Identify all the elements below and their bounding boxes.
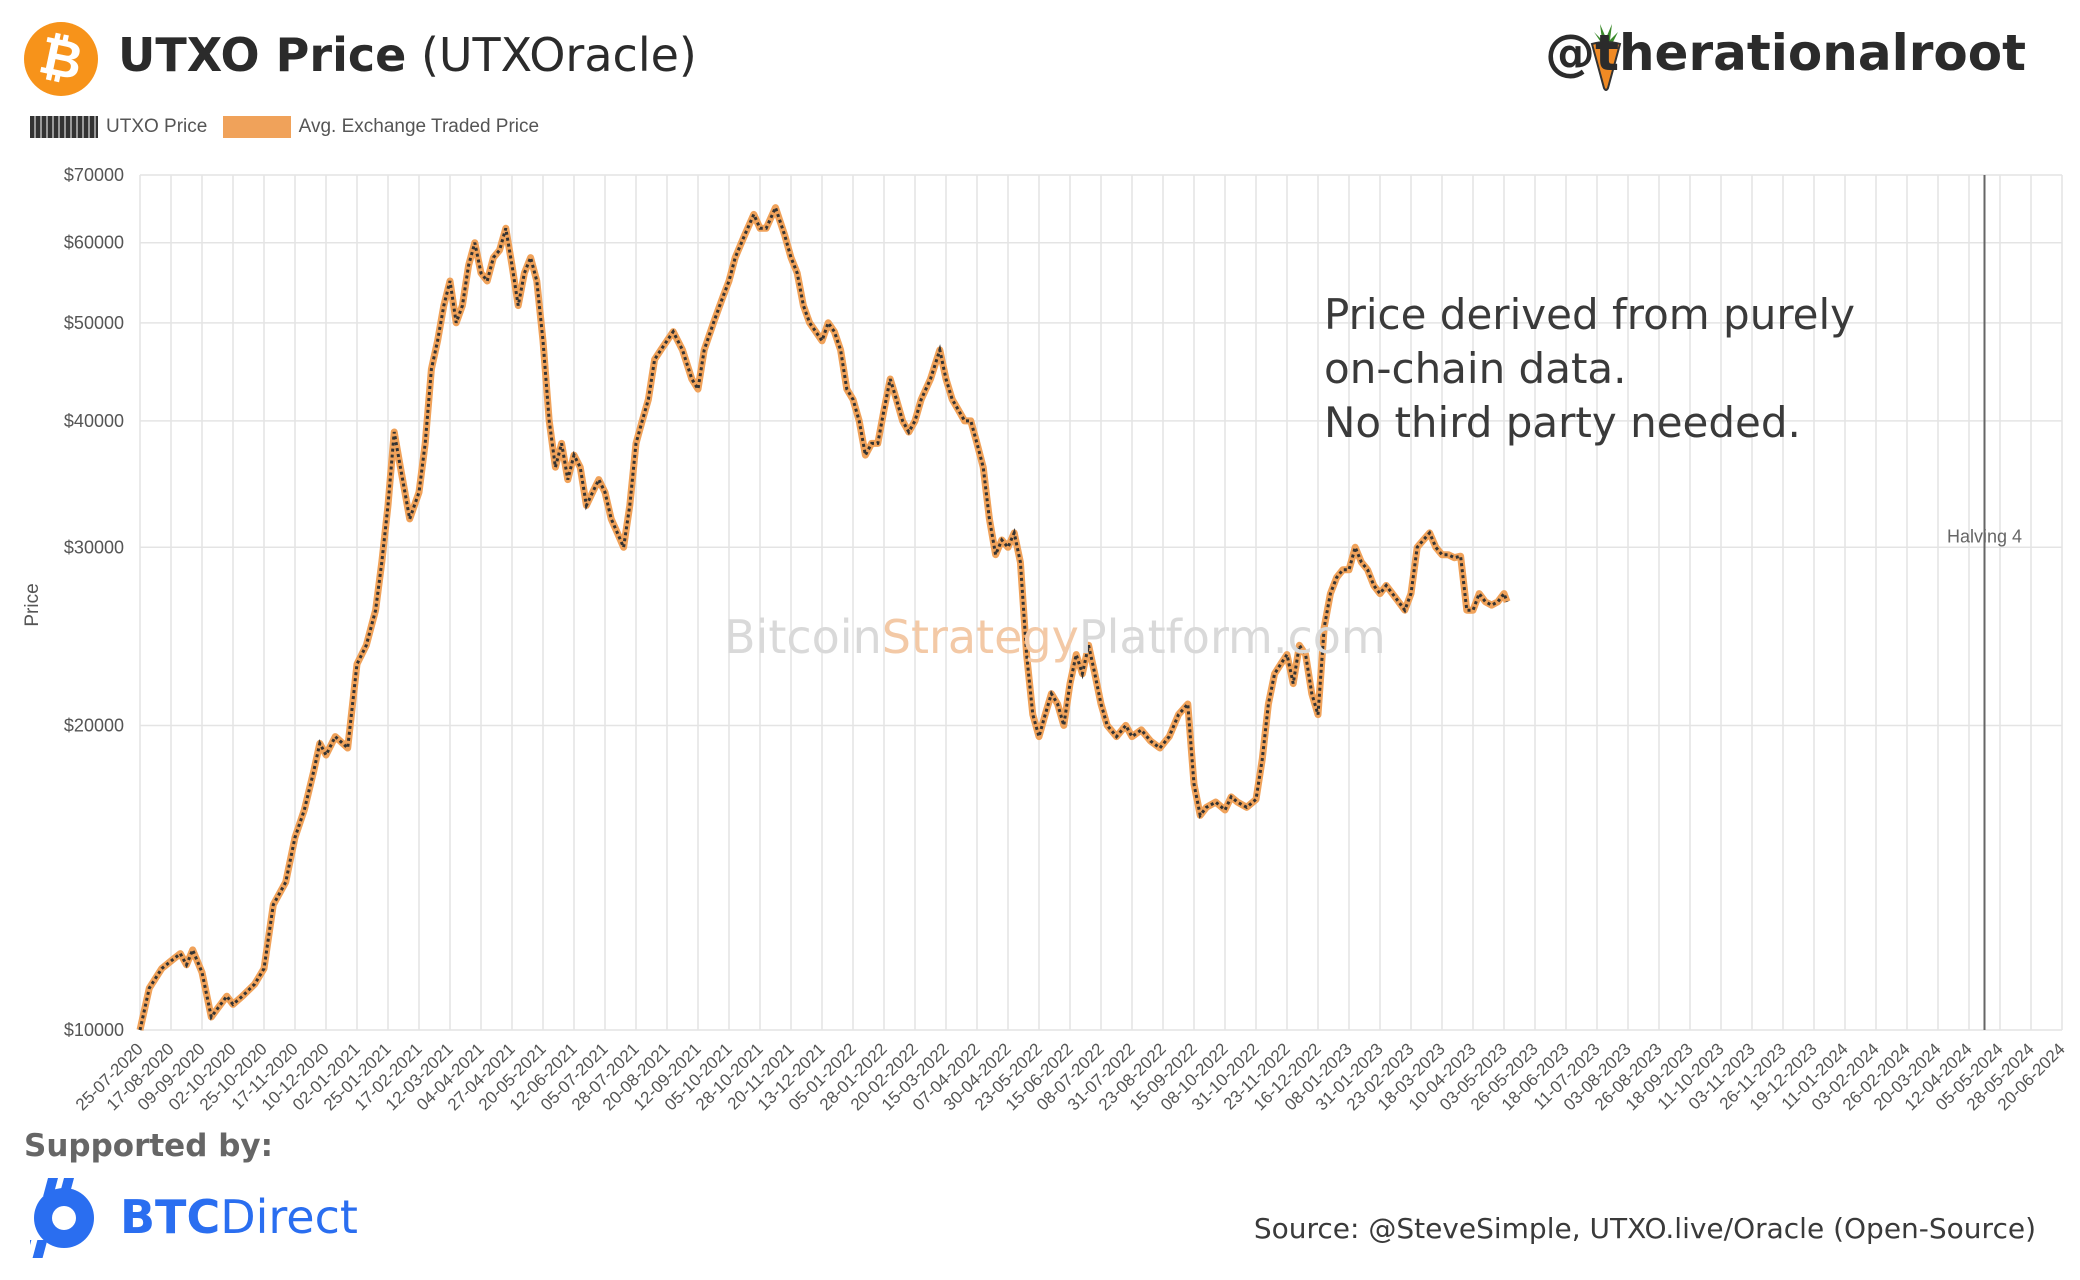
supported-by-label: Supported by: <box>24 1128 273 1164</box>
legend-swatch-utxo[interactable] <box>30 116 98 138</box>
bitcoin-logo-icon: ₿ <box>24 22 98 96</box>
page-title: UTXO Price (UTXOracle) <box>118 28 697 82</box>
annotation-text: Price derived from purely on-chain data.… <box>1324 288 1855 450</box>
legend-label-utxo[interactable]: UTXO Price <box>106 116 208 137</box>
source-credit: Source: @SteveSimple, UTXO.live/Oracle (… <box>1253 1212 2036 1245</box>
chart-legend: UTXO Price Avg. Exchange Traded Price <box>30 116 539 138</box>
y-tick-label: $50000 <box>64 313 124 333</box>
author-handle: @therationalroot <box>1545 24 2026 82</box>
series-group <box>136 203 1511 1031</box>
watermark-part2: Strategy <box>881 610 1079 664</box>
y-tick-label: $60000 <box>64 233 124 253</box>
x-axis-labels: 25-07-202017-08-202009-09-202002-10-2020… <box>72 1039 2069 1114</box>
y-tick-label: $10000 <box>64 1020 124 1040</box>
chart-grid <box>139 174 2063 1031</box>
y-tick-label: $20000 <box>64 715 124 735</box>
series-utxo-price <box>138 203 1509 1031</box>
annotation-line-3: No third party needed. <box>1324 398 1801 447</box>
y-axis-title: Price <box>22 583 43 626</box>
legend-swatch-exchange[interactable] <box>222 116 291 138</box>
btcdirect-wordmark-b: Direct <box>220 1190 358 1244</box>
y-tick-label: $70000 <box>64 165 124 185</box>
annotation-line-1: Price derived from purely <box>1324 290 1856 339</box>
legend-label-exchange[interactable]: Avg. Exchange Traded Price <box>298 116 540 137</box>
btcdirect-wordmark-a: BTC <box>120 1190 221 1244</box>
halving-label: Halving 4 <box>1947 526 2022 546</box>
watermark-part1: Bitcoin <box>724 610 882 664</box>
title-sub: (UTXOracle) <box>420 28 697 82</box>
halving-line: Halving 4 <box>1947 175 2022 1030</box>
carrot-logo-icon <box>1590 24 1622 91</box>
y-tick-label: $30000 <box>64 537 124 557</box>
btcdirect-logo-icon <box>30 1178 94 1258</box>
watermark-part3: Platform.com <box>1078 610 1386 664</box>
watermark: BitcoinStrategyPlatform.com <box>724 610 1386 664</box>
btcdirect-wordmark[interactable]: BTCDirect <box>120 1190 358 1244</box>
annotation-line-2: on-chain data. <box>1324 344 1627 393</box>
title-main: UTXO Price <box>118 28 407 82</box>
y-tick-label: $40000 <box>64 411 124 431</box>
y-axis-labels: $70000 $60000 $50000 $40000 $30000 $20000 $100… <box>64 165 124 1040</box>
